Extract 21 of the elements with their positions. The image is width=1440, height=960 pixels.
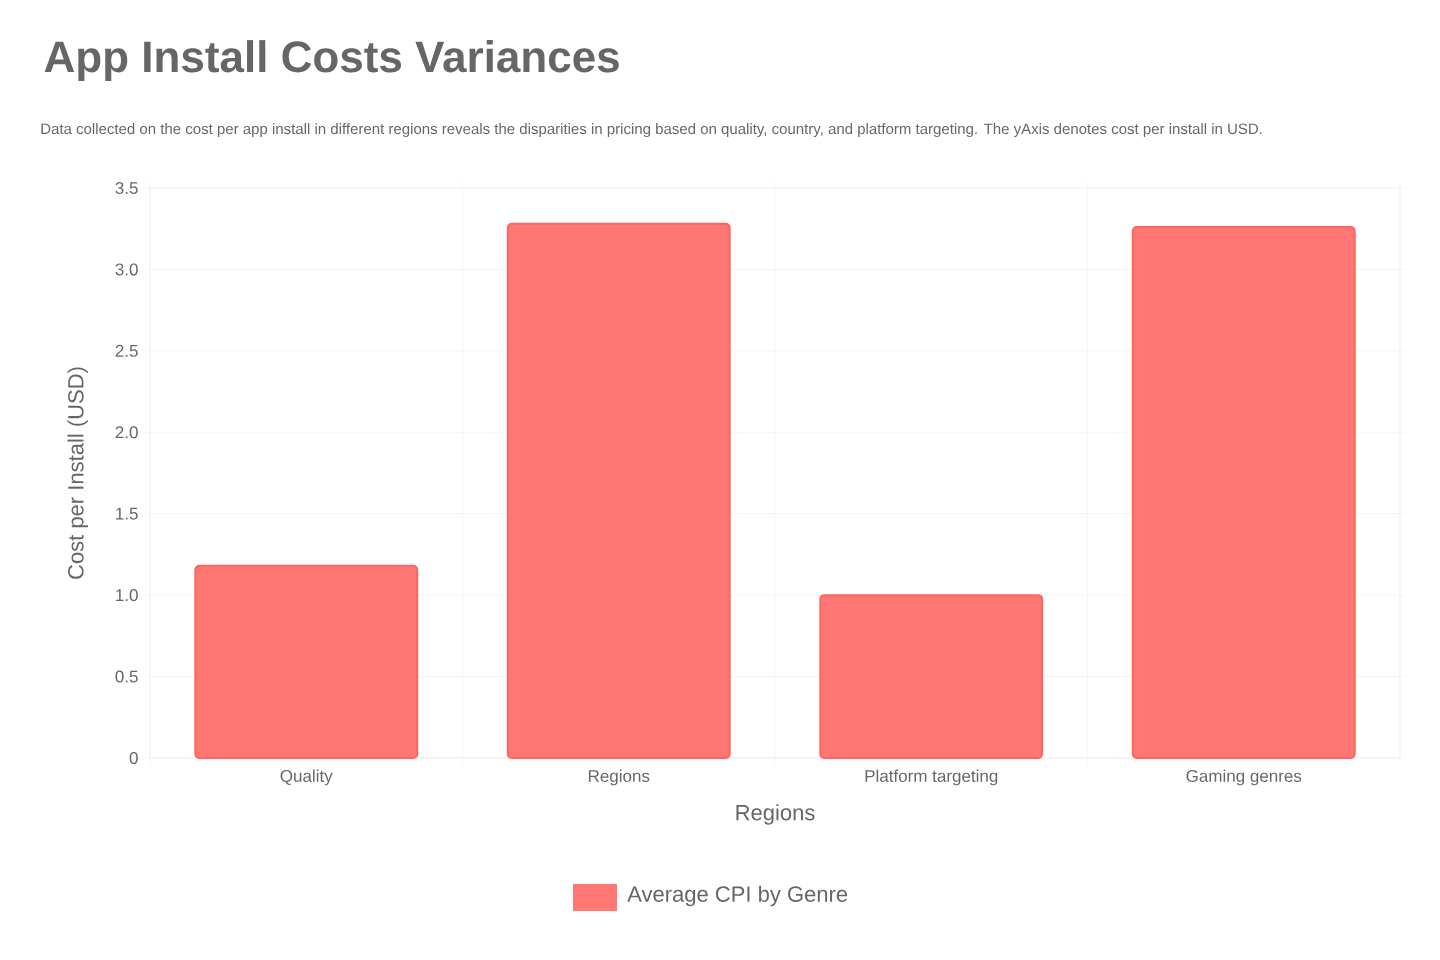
bar bbox=[819, 594, 1044, 759]
bar bbox=[506, 222, 731, 759]
bar bbox=[1131, 226, 1356, 759]
x-tick-label: Quality bbox=[280, 769, 333, 786]
y-tick-label: 1.5 bbox=[116, 507, 138, 520]
y-tick-label: 2.5 bbox=[115, 344, 138, 357]
y-tick-label: 0.5 bbox=[115, 670, 138, 683]
chart-title: App Install Costs Variances bbox=[44, 40, 619, 82]
legend-label: Average CPI by Genre bbox=[627, 885, 848, 907]
y-tick-label: 0 bbox=[129, 751, 138, 765]
y-axis-title: Cost per Install (USD) bbox=[67, 367, 88, 579]
chart-subtitle: Data collected on the cost per app install in different regions reveals the disparities in pricing based on quality, country, and platform targeting. The yAxis denotes cost per install in USD. bbox=[41, 123, 1262, 138]
x-tick-label: Regions bbox=[588, 769, 650, 786]
x-tick-label: Platform targeting bbox=[865, 769, 998, 786]
y-tick-label: 1.0 bbox=[116, 589, 138, 602]
y-tick-label: 3.0 bbox=[115, 263, 138, 276]
x-tick-label: Gaming genres bbox=[1186, 769, 1302, 786]
y-tick-label: 2.0 bbox=[115, 426, 138, 439]
y-tick-label: 3.5 bbox=[115, 181, 138, 195]
x-axis-title: Regions bbox=[736, 804, 815, 825]
bar bbox=[194, 564, 419, 759]
